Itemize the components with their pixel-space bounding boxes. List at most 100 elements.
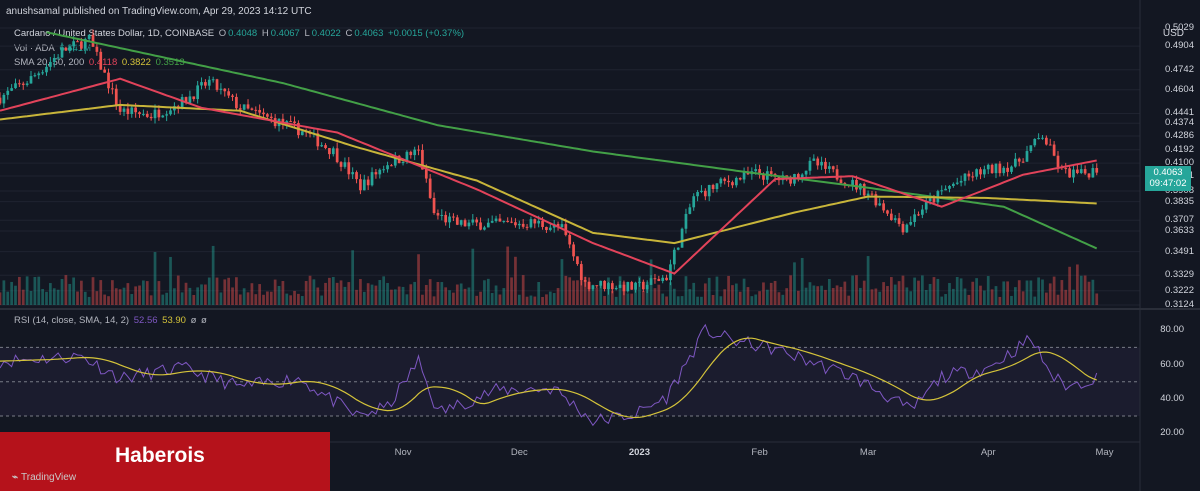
candle-body (645, 284, 649, 290)
date-tick-label: Mar (859, 447, 877, 458)
volume-bar (390, 289, 393, 305)
candle-body (436, 213, 440, 216)
volume-bar (304, 280, 308, 305)
candle-body (114, 88, 118, 105)
volume-bar (204, 284, 207, 305)
volume-bar (459, 283, 463, 305)
candle-body (467, 222, 471, 227)
volume-bar (758, 291, 761, 305)
candle-body (145, 113, 149, 117)
candle-body (157, 109, 161, 118)
volume-bar (684, 276, 688, 305)
volume-label: Vol · ADA (14, 43, 55, 54)
volume-bar (428, 279, 432, 305)
volume-bar (893, 284, 897, 305)
candle-body (618, 284, 622, 288)
rsi-extra-1: ø (190, 315, 197, 326)
candle-body (99, 51, 103, 70)
candle-body (498, 218, 502, 222)
candle-body (641, 281, 645, 290)
candle-body (366, 179, 370, 186)
volume-bar (626, 293, 630, 305)
volume-bar (114, 288, 118, 305)
candle-body (33, 75, 37, 77)
candle-body (95, 46, 99, 52)
price-tick-label: 0.4904 (1164, 40, 1194, 52)
brand-banner (0, 432, 330, 491)
currency-label[interactable]: USD (1162, 28, 1184, 39)
candle-body (839, 179, 843, 184)
candle-body (742, 171, 746, 180)
volume-bar (45, 291, 48, 305)
volume-bar (680, 296, 684, 305)
candle-body (335, 148, 339, 163)
volume-bar (1068, 266, 1071, 305)
candle-body (393, 155, 397, 166)
volume-bar (835, 285, 839, 305)
candle-body (882, 203, 885, 211)
candle-body (1037, 138, 1040, 140)
volume-bar (200, 284, 203, 305)
volume-bar (436, 282, 440, 305)
candle-body (250, 108, 254, 110)
volume-bar (56, 289, 60, 305)
volume-bar (1017, 280, 1021, 305)
volume-bar (657, 284, 661, 305)
volume-bar (254, 294, 258, 305)
volume-bar (1014, 287, 1017, 305)
sma200-value: 0.3513 (155, 57, 185, 68)
volume-bar (603, 296, 606, 305)
volume-bar (111, 280, 114, 305)
candle-body (428, 178, 432, 198)
rsi-value: 52.56 (133, 315, 158, 326)
volume-legend[interactable]: Vol · ADA 6.841M (14, 43, 93, 54)
candle-body (235, 96, 238, 109)
volume-bar (618, 276, 622, 305)
date-tick-label: Dec (510, 447, 528, 458)
volume-bar (769, 282, 773, 305)
candle-body (789, 176, 792, 184)
candle-body (804, 170, 808, 175)
price-tick-label: 0.4374 (1164, 117, 1194, 129)
volume-bar (440, 282, 444, 305)
volume-bar (219, 292, 223, 305)
candle-body (529, 219, 533, 228)
candle-body (952, 183, 955, 186)
symbol-legend: Cardano / United States Dollar, 1D, COIN… (14, 28, 466, 39)
volume-bar (235, 277, 238, 305)
volume-bar (986, 276, 990, 305)
price-tick-label: 0.3329 (1164, 269, 1194, 281)
volume-bar (579, 266, 583, 305)
tradingview-logo[interactable]: ⌁ TradingView (12, 472, 76, 483)
rsi-legend[interactable]: RSI (14, close, SMA, 14, 2) 52.56 53.90 … (14, 315, 209, 326)
volume-bar (366, 283, 370, 305)
volume-bar (331, 277, 335, 305)
candle-body (413, 149, 417, 156)
low-label: L (304, 28, 310, 39)
volume-bar (672, 288, 676, 305)
volume-bar (413, 281, 417, 305)
volume-bar (548, 291, 552, 305)
volume-bar (21, 289, 25, 305)
candle-body (862, 183, 866, 196)
candle-body (808, 160, 812, 171)
candle-body (417, 149, 420, 151)
volume-bar (161, 294, 165, 305)
volume-bar (700, 296, 703, 305)
price-tick-label: 0.4192 (1164, 143, 1194, 155)
open-value: 0.4048 (228, 28, 258, 39)
volume-bar (432, 296, 436, 305)
symbol-name[interactable]: Cardano / United States Dollar, 1D, COIN… (14, 28, 215, 39)
sma200-line (46, 31, 1098, 250)
volume-bar (510, 277, 513, 305)
candle-body (800, 174, 804, 178)
candle-body (207, 79, 211, 86)
volume-bar (328, 277, 331, 305)
volume-bar (180, 292, 184, 305)
candle-body (905, 224, 909, 233)
volume-bar (661, 293, 665, 305)
volume-bar (424, 284, 428, 305)
volume-bar (122, 287, 126, 305)
date-tick-label: 2023 (628, 447, 651, 458)
